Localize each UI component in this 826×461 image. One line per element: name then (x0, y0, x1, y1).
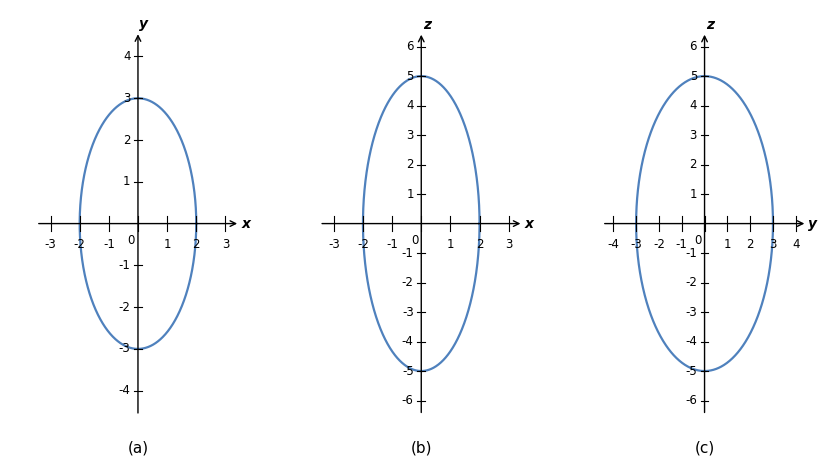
Text: -4: -4 (607, 238, 620, 251)
Text: y: y (809, 217, 818, 230)
Text: 2: 2 (476, 238, 483, 251)
Text: 3: 3 (221, 238, 229, 251)
Text: -5: -5 (686, 365, 697, 378)
Text: y: y (140, 18, 149, 31)
Text: 3: 3 (123, 92, 131, 105)
Text: 2: 2 (192, 238, 200, 251)
Text: 2: 2 (123, 134, 131, 147)
Text: 3: 3 (505, 238, 512, 251)
Text: -2: -2 (401, 276, 414, 289)
Text: -5: -5 (402, 365, 414, 378)
Text: 5: 5 (406, 70, 414, 83)
Text: 0: 0 (411, 234, 418, 248)
Text: 2: 2 (747, 238, 754, 251)
Text: 0: 0 (127, 234, 135, 248)
Text: 4: 4 (792, 238, 800, 251)
Text: 2: 2 (406, 158, 414, 171)
Text: -2: -2 (685, 276, 697, 289)
Text: 1: 1 (690, 188, 697, 201)
Text: -1: -1 (387, 238, 398, 251)
Text: 5: 5 (690, 70, 697, 83)
Text: -4: -4 (119, 384, 131, 397)
Text: -3: -3 (686, 306, 697, 319)
Text: x: x (525, 217, 534, 230)
Text: (a): (a) (127, 440, 149, 455)
Text: -3: -3 (402, 306, 414, 319)
Text: -1: -1 (103, 238, 115, 251)
Text: -1: -1 (401, 247, 414, 260)
Text: -2: -2 (357, 238, 369, 251)
Text: -3: -3 (119, 343, 131, 355)
Text: -1: -1 (119, 259, 131, 272)
Text: -2: -2 (653, 238, 665, 251)
Text: 4: 4 (690, 99, 697, 112)
Text: 1: 1 (164, 238, 171, 251)
Text: -3: -3 (630, 238, 642, 251)
Text: -1: -1 (685, 247, 697, 260)
Text: z: z (423, 18, 431, 32)
Text: -2: -2 (119, 301, 131, 313)
Text: 6: 6 (406, 40, 414, 53)
Text: -2: -2 (74, 238, 86, 251)
Text: 4: 4 (406, 99, 414, 112)
Text: 1: 1 (406, 188, 414, 201)
Text: x: x (241, 217, 250, 230)
Text: 0: 0 (694, 234, 701, 248)
Text: 2: 2 (690, 158, 697, 171)
Text: 3: 3 (769, 238, 776, 251)
Text: -3: -3 (45, 238, 56, 251)
Text: -4: -4 (401, 335, 414, 348)
Text: 4: 4 (123, 50, 131, 63)
Text: -3: -3 (328, 238, 339, 251)
Text: 3: 3 (406, 129, 414, 142)
Text: -6: -6 (685, 394, 697, 407)
Text: (c): (c) (695, 440, 714, 455)
Text: z: z (705, 18, 714, 32)
Text: -6: -6 (401, 394, 414, 407)
Text: -4: -4 (685, 335, 697, 348)
Text: 3: 3 (690, 129, 697, 142)
Text: -1: -1 (676, 238, 688, 251)
Text: 6: 6 (690, 40, 697, 53)
Text: (b): (b) (411, 440, 432, 455)
Text: 1: 1 (123, 175, 131, 188)
Text: 1: 1 (724, 238, 731, 251)
Text: 1: 1 (447, 238, 454, 251)
